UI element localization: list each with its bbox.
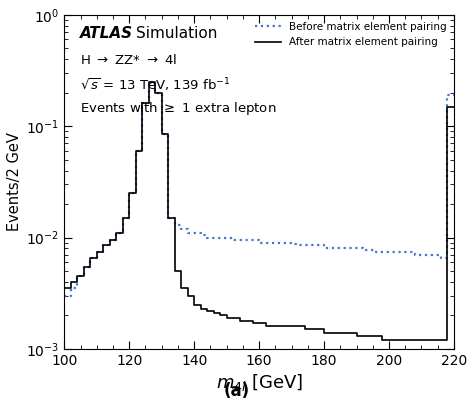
Before matrix element pairing [406,249,411,254]
Text: Simulation: Simulation [137,26,218,42]
After matrix element pairing [302,327,308,332]
Before matrix element pairing [276,240,282,245]
Before matrix element pairing [204,235,210,240]
Text: ATLAS: ATLAS [80,26,133,42]
After matrix element pairing [204,308,210,313]
Text: (a): (a) [224,382,250,400]
X-axis label: $m_{4l}$ [GeV]: $m_{4l}$ [GeV] [216,372,303,393]
Line: After matrix element pairing: After matrix element pairing [64,82,454,340]
After matrix element pairing [451,104,457,109]
Line: Before matrix element pairing: Before matrix element pairing [64,82,454,296]
After matrix element pairing [159,132,164,136]
Legend: Before matrix element pairing, After matrix element pairing: Before matrix element pairing, After mat… [250,18,451,52]
After matrix element pairing [146,80,152,84]
After matrix element pairing [139,101,145,106]
After matrix element pairing [412,338,418,343]
Before matrix element pairing [302,243,308,248]
After matrix element pairing [380,338,385,343]
Before matrix element pairing [139,101,145,106]
Before matrix element pairing [451,93,457,98]
After matrix element pairing [276,324,282,329]
Text: Events with $\geq$ 1 extra lepton: Events with $\geq$ 1 extra lepton [80,100,276,117]
Before matrix element pairing [146,80,152,84]
Y-axis label: Events/2 GeV: Events/2 GeV [7,132,22,231]
After matrix element pairing [62,286,67,291]
Text: H $\rightarrow$ ZZ* $\rightarrow$ 4l: H $\rightarrow$ ZZ* $\rightarrow$ 4l [80,53,177,67]
Before matrix element pairing [62,294,67,298]
Text: $\sqrt{s}$ = 13 TeV, 139 fb$^{-1}$: $\sqrt{s}$ = 13 TeV, 139 fb$^{-1}$ [80,76,230,94]
Before matrix element pairing [159,132,164,136]
